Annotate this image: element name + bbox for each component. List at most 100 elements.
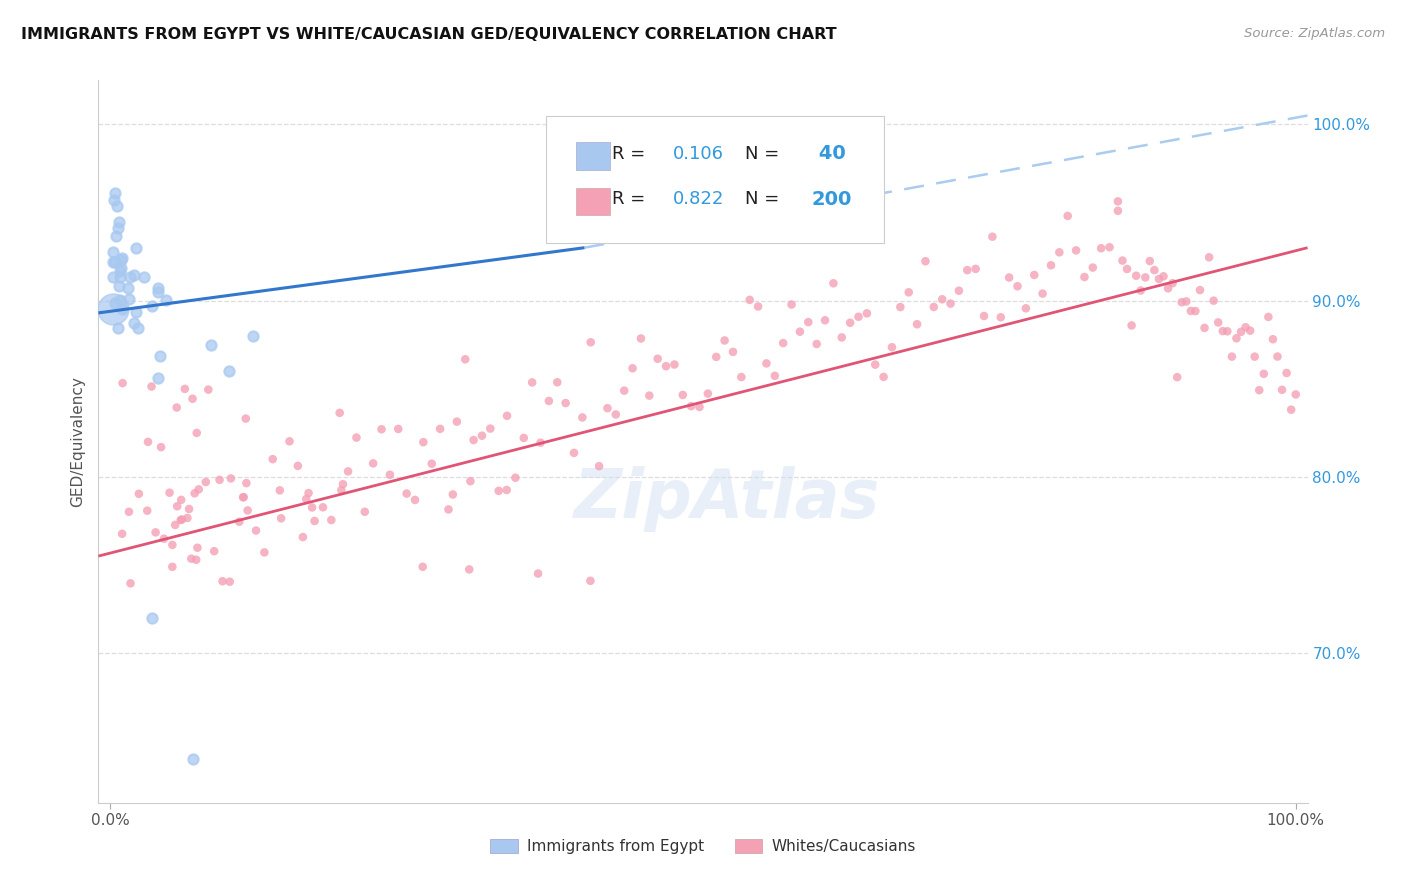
FancyBboxPatch shape (546, 117, 884, 243)
Point (621, 361, 644, 376)
Point (127, 321, 149, 335)
Point (412, 435, 434, 450)
Point (1271, 383, 1294, 397)
Point (772, 336, 794, 351)
Point (1285, 387, 1308, 401)
Point (848, 310, 870, 324)
Point (232, 490, 254, 504)
Point (183, 486, 205, 500)
Point (1032, 286, 1054, 301)
Point (1275, 366, 1298, 380)
Point (965, 261, 987, 276)
Point (170, 512, 193, 526)
Point (579, 574, 602, 588)
Point (1212, 324, 1234, 338)
Text: R =: R = (613, 145, 651, 163)
Point (454, 352, 477, 367)
Point (1125, 268, 1147, 283)
Point (136, 434, 159, 449)
Point (755, 356, 778, 370)
Point (1064, 244, 1087, 258)
Text: N =: N = (745, 191, 786, 209)
Point (763, 368, 786, 383)
Point (956, 263, 979, 277)
Point (107, 320, 129, 334)
Point (579, 335, 602, 350)
Point (939, 296, 962, 310)
Point (165, 518, 187, 533)
Point (128, 487, 150, 501)
Bar (576, 143, 610, 169)
Point (104, 255, 127, 269)
Point (321, 513, 343, 527)
Point (1147, 272, 1170, 286)
Point (1253, 367, 1275, 381)
Point (1184, 304, 1206, 318)
Point (166, 500, 188, 514)
Point (1161, 276, 1184, 290)
Point (262, 452, 284, 467)
Point (108, 293, 131, 307)
Point (1090, 241, 1112, 255)
Point (111, 302, 134, 317)
Point (103, 244, 125, 259)
Point (1129, 284, 1152, 298)
Point (605, 408, 627, 422)
Point (420, 457, 443, 471)
Point (146, 370, 169, 384)
Point (529, 435, 551, 450)
Point (831, 330, 853, 344)
Point (1198, 250, 1220, 264)
Point (146, 281, 169, 295)
Point (101, 302, 124, 317)
Point (291, 530, 314, 544)
Point (1175, 294, 1198, 309)
Point (145, 525, 167, 540)
Point (124, 241, 146, 255)
Point (278, 434, 301, 449)
Point (1007, 279, 1029, 293)
Point (173, 382, 195, 396)
Point (747, 300, 769, 314)
Point (269, 483, 291, 498)
Point (1267, 350, 1289, 364)
Point (110, 260, 132, 275)
Point (1220, 350, 1243, 364)
Point (1015, 301, 1038, 316)
Point (638, 388, 661, 402)
Point (562, 446, 585, 460)
Point (1116, 262, 1139, 277)
Point (287, 458, 309, 473)
Point (546, 376, 568, 390)
Point (197, 383, 219, 397)
Point (738, 293, 761, 307)
Point (218, 364, 240, 378)
Y-axis label: GED/Equivalency: GED/Equivalency (70, 376, 86, 507)
Text: 0.822: 0.822 (672, 191, 724, 209)
Point (329, 406, 352, 420)
Point (537, 394, 560, 409)
Point (149, 350, 172, 364)
Point (159, 485, 181, 500)
Point (1230, 325, 1253, 339)
Point (118, 505, 141, 519)
Point (387, 422, 409, 436)
Point (304, 514, 326, 528)
Point (186, 425, 208, 440)
Point (1243, 350, 1265, 364)
Point (108, 264, 131, 278)
Point (242, 328, 264, 343)
Point (463, 433, 485, 447)
Point (1202, 293, 1225, 308)
Point (905, 317, 928, 331)
Text: 200: 200 (811, 190, 852, 209)
Point (141, 379, 163, 393)
Point (814, 313, 837, 327)
Point (1073, 270, 1095, 285)
Point (162, 538, 184, 552)
Point (166, 401, 188, 415)
Point (332, 477, 354, 491)
Point (105, 228, 128, 243)
Point (446, 415, 468, 429)
Point (110, 252, 132, 267)
